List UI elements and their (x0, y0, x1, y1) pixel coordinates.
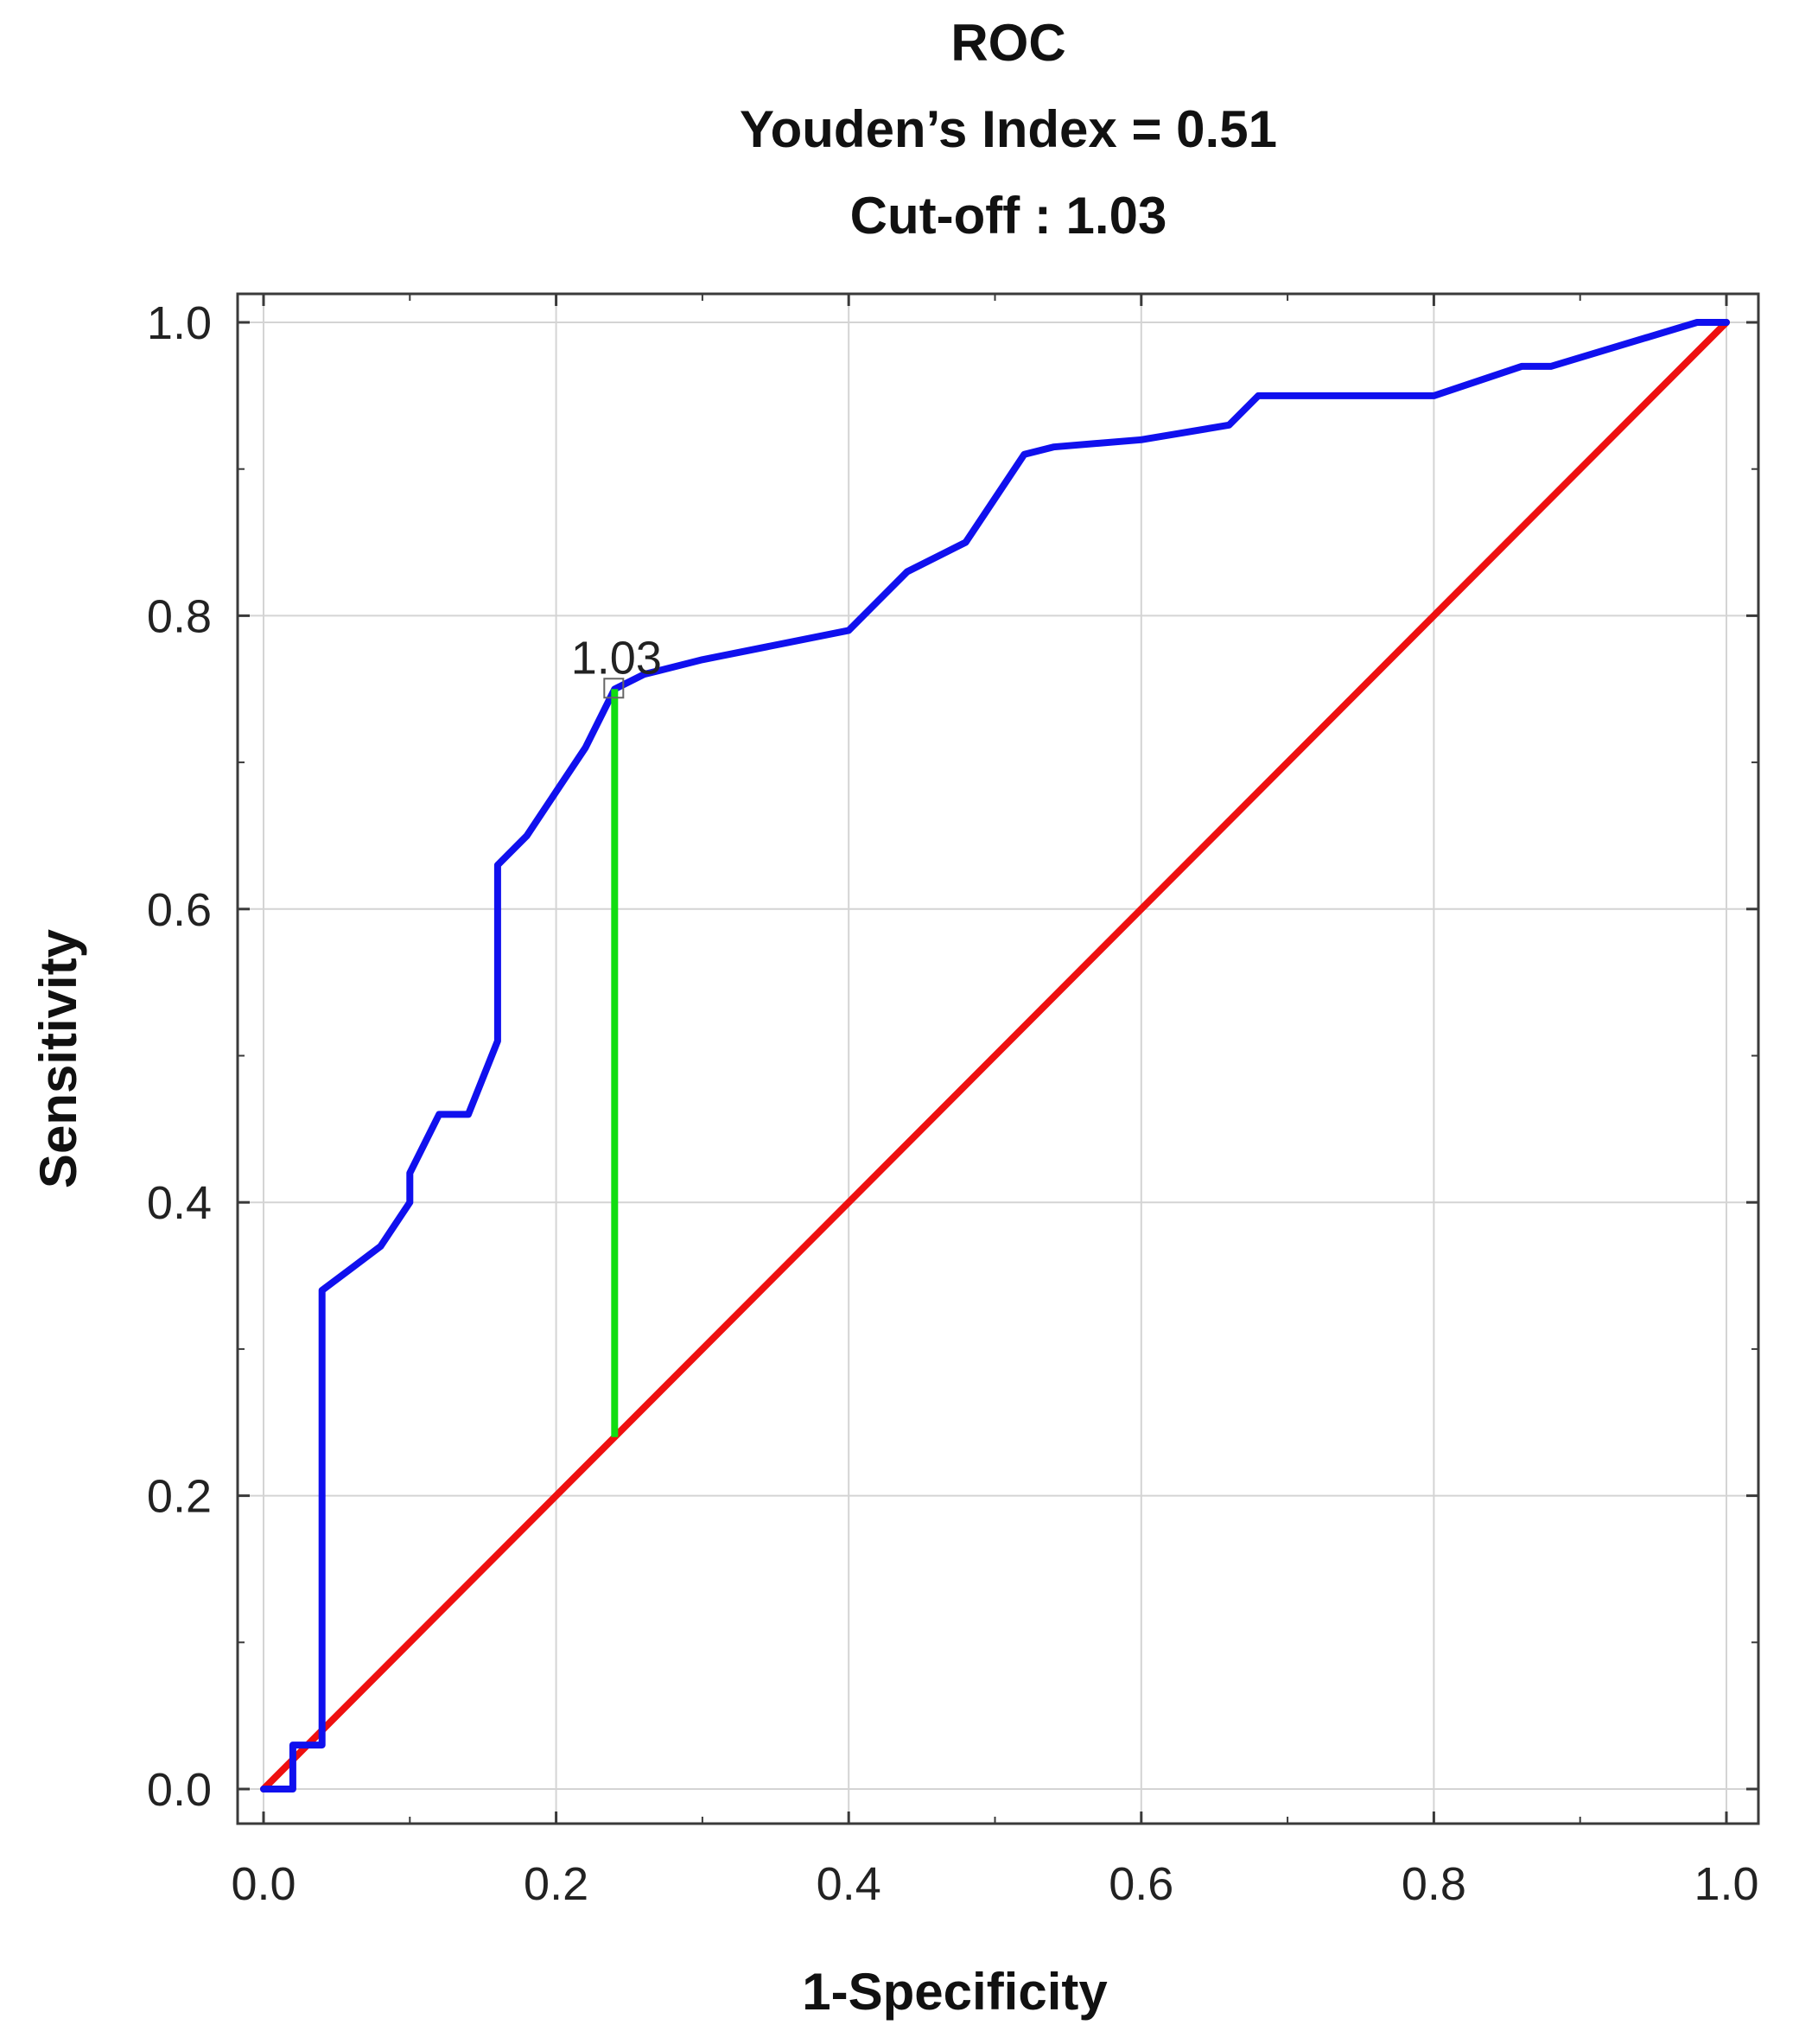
cutoff-marker-group: 1.03 (571, 632, 662, 699)
chart-title: ROC (950, 14, 1065, 72)
y-tick-label: 0.8 (147, 590, 212, 642)
y-tick-label: 0.4 (147, 1177, 212, 1229)
y-tick-label: 0.0 (147, 1764, 212, 1816)
plot-area-frame (236, 292, 1760, 1825)
x-tick-label: 0.2 (524, 1858, 588, 1910)
y-axis-title: Sensitivity (29, 928, 87, 1188)
x-tick-label: 0.8 (1402, 1858, 1466, 1910)
x-tick-label: 0.6 (1109, 1858, 1173, 1910)
y-tick-label: 1.0 (147, 297, 212, 349)
grid-lines (238, 294, 1758, 1824)
tick-labels: 0.0 0.2 0.4 0.6 0.8 1.0 0.0 0.2 0.4 0.6 0.8 1.0 (147, 297, 1759, 1910)
y-tick-label: 0.2 (147, 1471, 212, 1523)
roc-curve-line (260, 319, 1730, 1792)
x-tick-label: 1.0 (1694, 1858, 1758, 1910)
chart-subtitle-youden: Youden’s Index = 0.51 (740, 100, 1277, 158)
x-tick-label: 0.0 (231, 1858, 296, 1910)
x-axis-title: 1-Specificity (802, 1963, 1108, 2021)
cutoff-point-label: 1.03 (571, 632, 662, 684)
chart-subtitle-cutoff: Cut-off : 1.03 (850, 187, 1167, 245)
y-tick-label: 0.6 (147, 884, 212, 936)
reference-diagonal-line (260, 319, 1730, 1792)
data-series (260, 319, 1730, 1792)
cutoff-point-marker (603, 678, 625, 699)
axis-ticks (238, 294, 1758, 1824)
x-tick-label: 0.4 (817, 1858, 881, 1910)
